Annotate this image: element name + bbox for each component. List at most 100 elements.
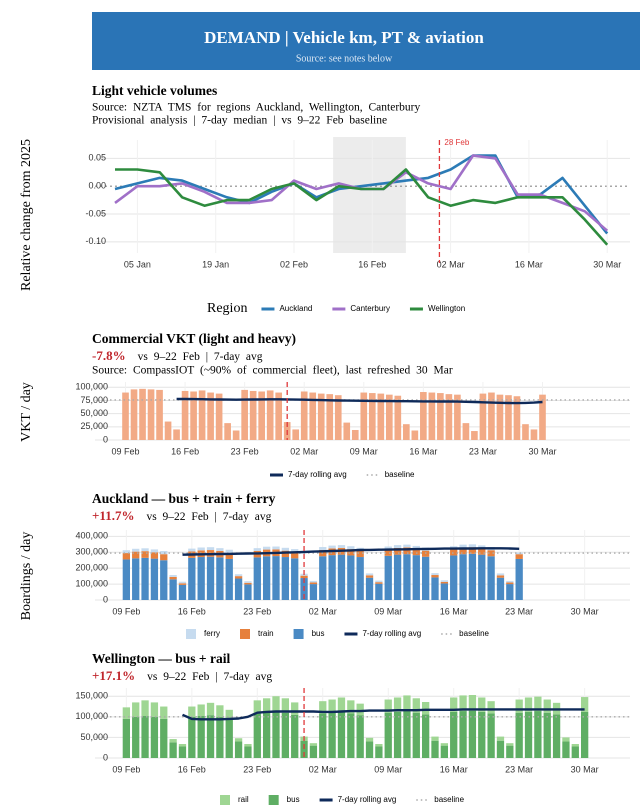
legend-label: rail — [238, 795, 249, 804]
bar-segment — [506, 580, 514, 583]
bar-segment — [169, 576, 177, 580]
bar-segment — [347, 549, 355, 556]
bar-segment — [534, 696, 542, 712]
bar-segment — [216, 705, 224, 717]
bar-segment — [281, 547, 290, 551]
bar-segment — [225, 549, 233, 553]
bar-segment — [141, 716, 149, 758]
bar-segment — [365, 741, 374, 758]
bar — [454, 394, 461, 440]
bar-segment — [141, 548, 149, 552]
bar-segment — [244, 584, 252, 600]
bar-segment — [225, 552, 233, 559]
x-tick-label: 09 Mar — [374, 606, 402, 616]
bar-segment — [393, 545, 402, 548]
bar-segment — [468, 710, 477, 758]
bar-segment — [253, 557, 261, 600]
bar — [164, 421, 172, 440]
bar-segment — [347, 713, 355, 758]
bar-segment — [281, 550, 290, 558]
bar-segment — [300, 575, 308, 579]
bar-segment — [309, 584, 318, 600]
bar-segment — [478, 554, 486, 600]
y-tick-label: 50,000 — [80, 732, 108, 742]
legend-label: train — [258, 629, 274, 638]
headline: +17.1% vs 9–22 Feb | 7-day avg — [92, 668, 272, 683]
comparison: vs 9–22 Feb | 7-day avg — [147, 671, 272, 683]
y-tick-label: 100,000 — [75, 382, 108, 392]
bar-segment — [244, 581, 252, 583]
bar-segment — [459, 554, 467, 600]
x-tick-label: 09 Feb — [111, 446, 139, 456]
bar-segment — [562, 741, 570, 758]
legend-swatch — [240, 629, 250, 639]
y-tick-label: 400,000 — [75, 531, 108, 541]
bar-segment — [234, 574, 243, 577]
bar-segment — [580, 711, 589, 758]
bar — [488, 392, 495, 440]
bar-segment — [206, 556, 215, 600]
x-tick-label: 23 Feb — [243, 764, 271, 774]
bar — [326, 394, 334, 440]
legend-title: Region — [207, 301, 247, 316]
bar-segment — [197, 557, 205, 600]
bar — [266, 390, 274, 440]
x-tick-label: 09 Mar — [350, 446, 378, 456]
legend-label: Auckland — [279, 304, 312, 313]
bar — [249, 390, 257, 440]
y-axis-label: Relative change from 2025 — [19, 139, 34, 291]
bar-segment — [515, 699, 523, 713]
bar-segment — [169, 739, 177, 743]
bar-segment — [506, 584, 514, 600]
bar-segment — [487, 713, 495, 758]
bar — [496, 394, 504, 440]
bar-segment — [393, 697, 402, 712]
bar-segment — [450, 711, 458, 758]
bar-segment — [272, 546, 280, 550]
bar-segment — [459, 711, 467, 758]
bar — [462, 423, 470, 440]
bar-segment — [281, 557, 290, 600]
bar — [215, 393, 223, 440]
x-tick-label: 23 Feb — [231, 446, 259, 456]
bar — [224, 423, 231, 440]
x-tick-label: 16 Feb — [358, 259, 386, 269]
bar-segment — [328, 712, 336, 758]
x-tick-label: 30 Mar — [571, 764, 599, 774]
bar-segment — [515, 558, 523, 600]
bar-segment — [337, 554, 346, 600]
bar-segment — [421, 556, 430, 600]
bar-segment — [365, 737, 374, 742]
x-tick-label: 16 Feb — [178, 764, 206, 774]
y-tick-label: -0.05 — [85, 208, 106, 218]
bar-segment — [580, 697, 589, 712]
bar-segment — [543, 712, 551, 758]
bar-segment — [487, 701, 495, 714]
chart-subtitle: Provisional analysis | 7-day median | vs… — [92, 115, 387, 127]
bar-segment — [356, 551, 364, 558]
legend-label: baseline — [459, 629, 489, 638]
bar-segment — [412, 555, 420, 600]
bar-segment — [515, 554, 523, 559]
bar — [232, 430, 240, 440]
bar-segment — [384, 549, 392, 556]
bar-segment — [440, 745, 449, 758]
bar-segment — [337, 545, 346, 548]
x-tick-label: 16 Mar — [409, 446, 437, 456]
bar-segment — [384, 699, 392, 713]
bar-segment — [188, 557, 196, 600]
bar-segment — [160, 706, 168, 719]
bar-segment — [506, 582, 514, 585]
x-tick-label: 16 Feb — [178, 606, 206, 616]
bar-segment — [431, 577, 439, 600]
legend-label: 7-day rolling avg — [288, 470, 347, 479]
bar-segment — [244, 582, 252, 585]
bar-segment — [393, 711, 402, 758]
bar-segment — [150, 702, 159, 717]
annotation: 28 Feb — [444, 138, 469, 147]
bar-segment — [262, 698, 271, 713]
bar-segment — [150, 716, 159, 758]
x-tick-label: 23 Feb — [243, 606, 271, 616]
bar-segment — [253, 713, 261, 758]
